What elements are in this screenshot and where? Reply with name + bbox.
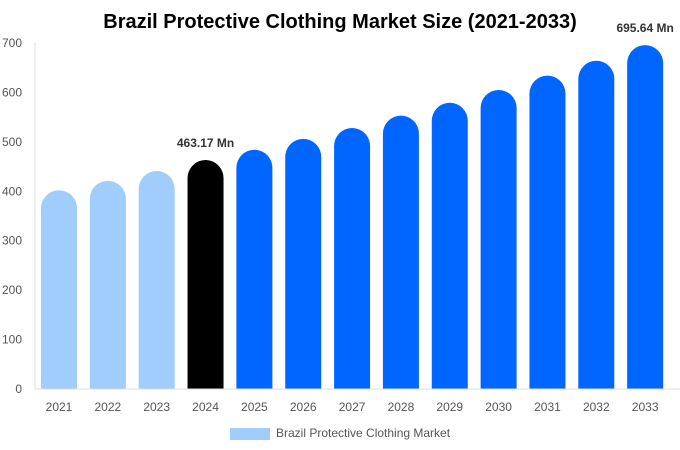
bar-2024[interactable]: [187, 160, 224, 389]
legend-swatch: [230, 428, 270, 440]
y-tick-label: 500: [2, 135, 22, 149]
y-axis: 0 100 200 300 400 500 600 700: [2, 36, 36, 396]
bar-2033[interactable]: [627, 45, 664, 389]
y-tick-label: 700: [2, 36, 22, 50]
bar-2029[interactable]: [431, 102, 468, 390]
bar-2022[interactable]: [89, 180, 126, 389]
bar-2028[interactable]: [382, 115, 419, 389]
bar-2021[interactable]: [41, 190, 77, 389]
y-tick-label: 600: [2, 85, 22, 99]
bars: [41, 45, 664, 390]
data-labels: 463.17 Mn 695.64 Mn: [177, 21, 674, 150]
y-tick-label: 300: [2, 234, 22, 248]
bar-2026[interactable]: [285, 138, 322, 389]
data-label: 463.17 Mn: [177, 136, 234, 150]
x-tick-label: 2029: [436, 400, 463, 414]
x-tick-label: 2030: [485, 400, 512, 414]
x-tick-label: 2033: [632, 400, 659, 414]
bar-2032[interactable]: [578, 60, 615, 390]
x-tick-label: 2022: [94, 400, 121, 414]
bar-2030[interactable]: [480, 89, 517, 390]
x-tick-label: 2032: [583, 400, 610, 414]
bar-2025[interactable]: [236, 149, 273, 389]
chart-title: Brazil Protective Clothing Market Size (…: [103, 11, 577, 33]
bar-2023[interactable]: [138, 171, 175, 389]
y-tick-label: 200: [2, 283, 22, 297]
legend[interactable]: Brazil Protective Clothing Market: [230, 426, 451, 440]
x-tick-label: 2025: [241, 400, 268, 414]
x-tick-label: 2031: [534, 400, 561, 414]
data-label: 695.64 Mn: [616, 21, 673, 35]
bar-2027[interactable]: [334, 128, 371, 389]
x-tick-label: 2024: [192, 400, 219, 414]
y-tick-label: 400: [2, 184, 22, 198]
bar-2031[interactable]: [529, 75, 566, 389]
legend-label: Brazil Protective Clothing Market: [276, 426, 451, 440]
y-tick-label: 0: [15, 382, 22, 396]
x-tick-label: 2028: [388, 400, 415, 414]
x-axis: 2021 2022 2023 2024 2025 2026 2027 2028 2029 2030…: [35, 388, 680, 414]
x-tick-label: 2023: [143, 400, 170, 414]
x-tick-label: 2027: [339, 400, 366, 414]
x-tick-label: 2021: [46, 400, 73, 414]
y-tick-label: 100: [2, 333, 22, 347]
x-tick-label: 2026: [290, 400, 317, 414]
